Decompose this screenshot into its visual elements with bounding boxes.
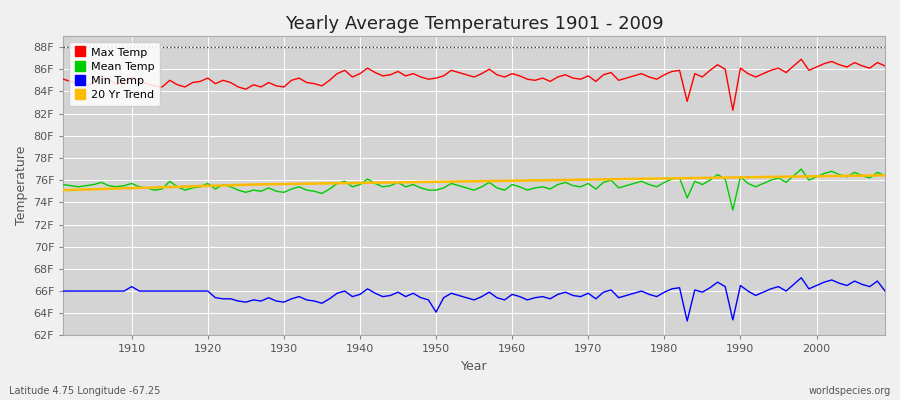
Text: worldspecies.org: worldspecies.org	[809, 386, 891, 396]
X-axis label: Year: Year	[461, 360, 488, 373]
Legend: Max Temp, Mean Temp, Min Temp, 20 Yr Trend: Max Temp, Mean Temp, Min Temp, 20 Yr Tre…	[68, 42, 160, 106]
Text: Latitude 4.75 Longitude -67.25: Latitude 4.75 Longitude -67.25	[9, 386, 160, 396]
Title: Yearly Average Temperatures 1901 - 2009: Yearly Average Temperatures 1901 - 2009	[284, 15, 663, 33]
Y-axis label: Temperature: Temperature	[15, 146, 28, 225]
